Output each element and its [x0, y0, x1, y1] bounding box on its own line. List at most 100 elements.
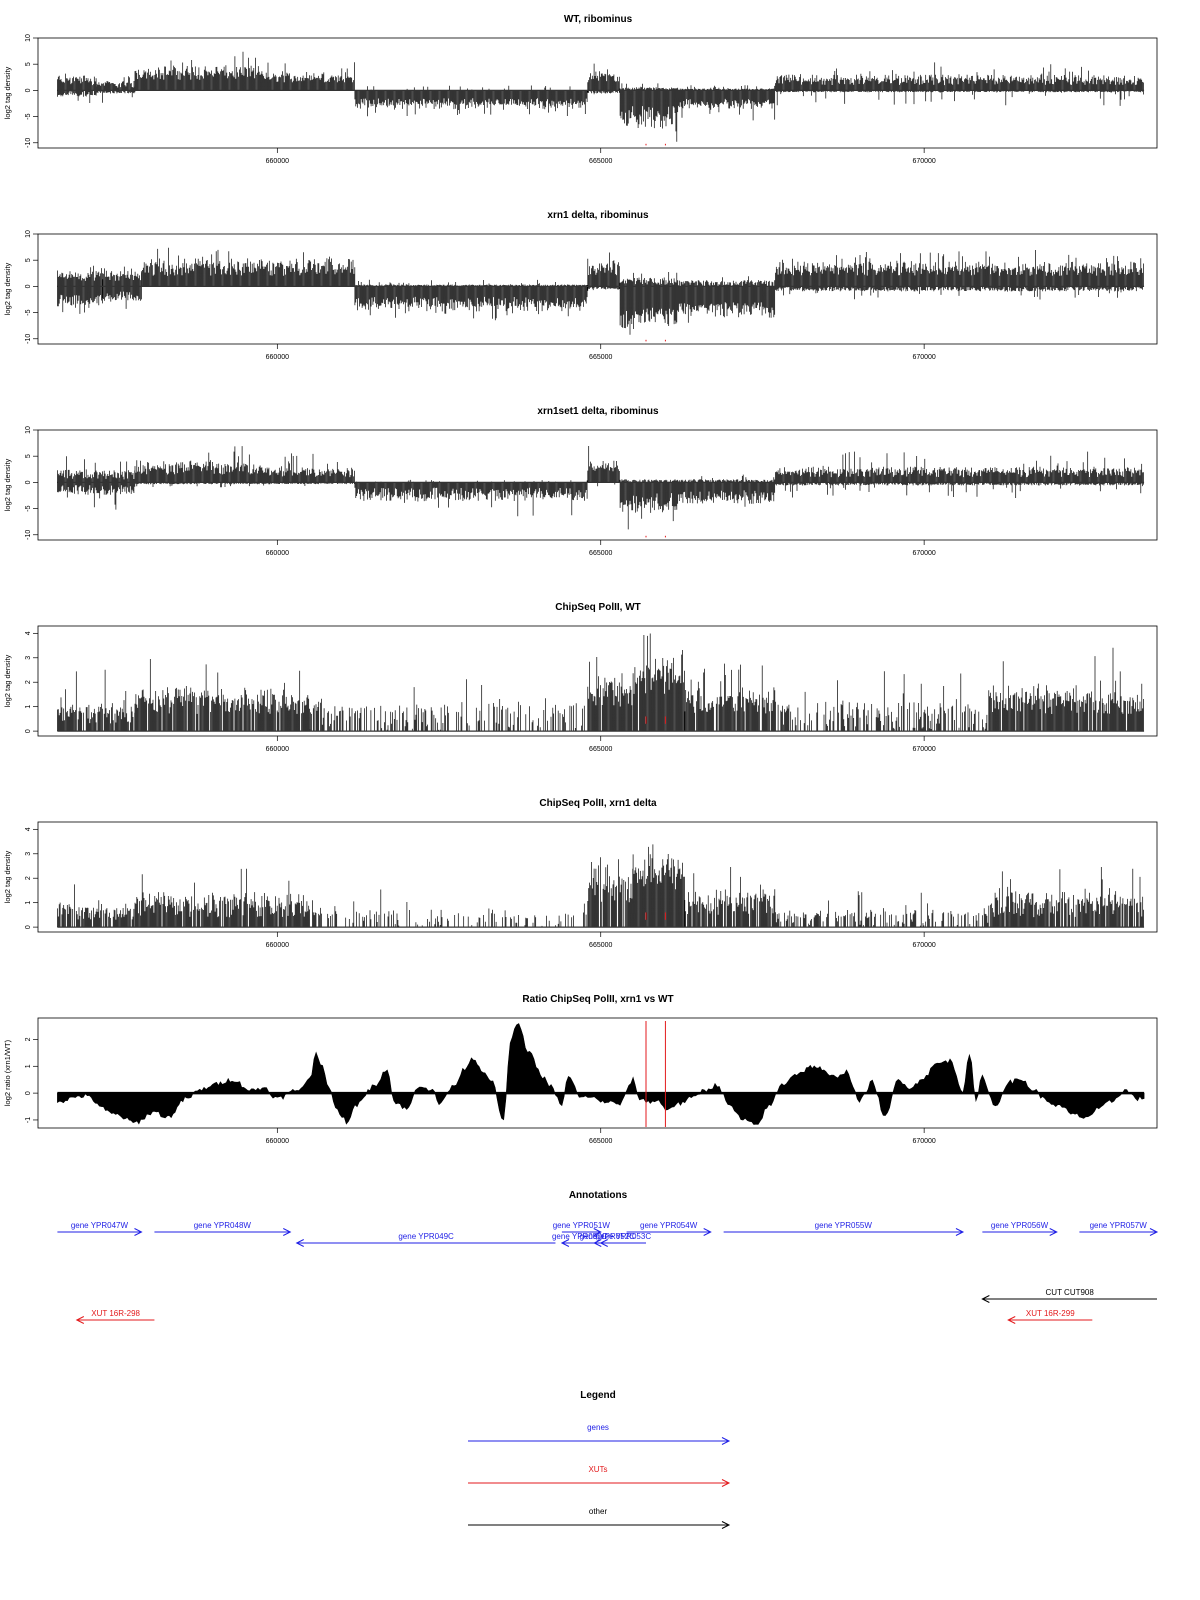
legend-item-xut: XUTs: [468, 1465, 731, 1487]
x-tick-label: 665000: [589, 158, 612, 165]
y-axis-label: log2 ratio (xrn1/WT): [3, 1039, 12, 1106]
annotation-label: gene YPR053C: [596, 1232, 652, 1241]
panel-p4: ChipSeq PolII, WT 0 1 2 3 4 log2 tag density 66…: [3, 602, 1158, 753]
y-tick-label: 2: [25, 680, 32, 684]
y-tick-label: -1: [25, 1117, 32, 1123]
x-tick-label: 665000: [589, 746, 612, 753]
signal-bars: [57, 247, 1144, 335]
plot-frame: [37, 821, 1158, 933]
arrow-head: [721, 1437, 731, 1445]
y-tick-label: 10: [25, 34, 32, 42]
gene-annotation: gene YPR055W: [723, 1221, 965, 1236]
data-layer: [57, 844, 1145, 928]
y-tick-label: 0: [25, 1091, 32, 1095]
panel-p2: xrn1 delta, ribominus 10 5 0 -5 -10 log2 tag d…: [3, 210, 1158, 361]
plot-frame: [37, 429, 1158, 541]
y-tick-label: -5: [25, 309, 32, 315]
signal-bars: [57, 844, 1144, 928]
panel-title: xrn1set1 delta, ribominus: [537, 406, 659, 417]
arrow-head: [560, 1239, 570, 1247]
annotations-title: Annotations: [569, 1190, 628, 1201]
y-tick-label: 2: [25, 1037, 32, 1041]
x-tick-label: 670000: [912, 1138, 935, 1145]
arrow-head: [134, 1228, 143, 1236]
panel-p1: WT, ribominus 10 5 0 -5 -10 log2 tag density 66…: [3, 14, 1158, 165]
y-tick-label: 0: [25, 729, 32, 733]
y-axis: 10 5 0 -5 -10 log2 tag density: [3, 230, 38, 344]
x-axis: 660000 665000 670000: [266, 736, 936, 753]
gene-annotation: gene YPR051W: [553, 1221, 610, 1236]
x-tick-label: 670000: [912, 746, 935, 753]
x-axis: 660000 665000 670000: [266, 932, 936, 949]
y-tick-label: 0: [25, 88, 32, 92]
annotation-label: gene YPR056W: [991, 1221, 1049, 1230]
annotations-track: Annotations gene YPR047W gene YPR048W gene …: [57, 1190, 1159, 1324]
annotation-label: gene YPR054W: [640, 1221, 698, 1230]
arrow-head: [955, 1228, 965, 1236]
other-annotation: CUT CUT908: [981, 1288, 1157, 1303]
data-layer: [57, 1023, 1145, 1125]
y-axis: 0 1 2 3 4 log2 tag density: [3, 631, 38, 733]
legend-label: other: [589, 1507, 608, 1516]
arrow-head: [721, 1521, 731, 1529]
ratio-area: [57, 1023, 1145, 1125]
x-tick-label: 670000: [912, 942, 935, 949]
arrow-head: [599, 1239, 608, 1247]
panel-p3: xrn1set1 delta, ribominus 10 5 0 -5 -10 log2 t…: [3, 406, 1158, 557]
y-tick-label: 10: [25, 230, 32, 238]
x-tick-label: 660000: [266, 550, 289, 557]
y-tick-label: 5: [25, 258, 32, 262]
gene-annotation: gene YPR047W: [57, 1221, 143, 1236]
data-layer: [57, 247, 1145, 335]
panel-title: ChipSeq PolII, xrn1 delta: [539, 798, 657, 809]
y-tick-label: 3: [25, 656, 32, 660]
plot-frame: [37, 37, 1158, 149]
x-axis: 660000 665000 670000: [266, 1128, 936, 1145]
annotation-label: CUT CUT908: [1046, 1288, 1095, 1297]
plot-frame: [37, 625, 1158, 737]
data-layer: [57, 51, 1145, 142]
y-tick-label: 0: [25, 480, 32, 484]
y-axis-label: log2 tag density: [3, 262, 12, 315]
arrow-head: [593, 1228, 602, 1236]
y-tick-label: 4: [25, 631, 32, 635]
y-tick-label: -5: [25, 505, 32, 511]
annotation-label: gene YPR055W: [815, 1221, 873, 1230]
x-tick-label: 660000: [266, 354, 289, 361]
signal-bars: [57, 633, 1144, 732]
y-tick-label: 0: [25, 925, 32, 929]
legend-label: genes: [587, 1423, 609, 1432]
y-tick-label: -10: [25, 530, 32, 540]
x-tick-label: 665000: [589, 354, 612, 361]
y-tick-label: -10: [25, 334, 32, 344]
legend-item-gene: genes: [468, 1423, 731, 1445]
signal-bars: [57, 51, 1144, 142]
y-tick-label: 3: [25, 852, 32, 856]
arrow-head: [1007, 1316, 1016, 1324]
panel-title: WT, ribominus: [564, 14, 633, 25]
arrow-head: [593, 1239, 602, 1247]
gene-annotation: gene YPR056W: [982, 1221, 1058, 1236]
annotation-label: XUT 16R-298: [91, 1309, 140, 1318]
x-tick-label: 670000: [912, 354, 935, 361]
y-tick-label: 5: [25, 454, 32, 458]
arrow-head: [1049, 1228, 1058, 1236]
gene-annotation: gene YPR057W: [1079, 1221, 1159, 1236]
annotation-label: gene YPR048W: [194, 1221, 252, 1230]
legend-title: Legend: [580, 1390, 616, 1401]
gene-annotation: gene YPR054W: [626, 1221, 712, 1236]
legend-label: XUTs: [588, 1465, 607, 1474]
gene-annotation: gene YPR048W: [154, 1221, 292, 1236]
y-axis: -1 0 1 2 log2 ratio (xrn1/WT): [3, 1037, 38, 1123]
y-axis-label: log2 tag density: [3, 850, 12, 903]
x-axis: 660000 665000 670000: [266, 148, 936, 165]
x-axis: 660000 665000 670000: [266, 344, 936, 361]
x-tick-label: 670000: [912, 158, 935, 165]
annotation-label: gene YPR049C: [398, 1232, 454, 1241]
y-tick-label: 2: [25, 876, 32, 880]
plot-frame: [37, 1017, 1158, 1129]
gene-annotation: gene YPR053C: [596, 1232, 652, 1247]
gene-annotation: gene YPR049C: [295, 1232, 556, 1247]
panel-title: Ratio ChipSeq PolII, xrn1 vs WT: [522, 994, 673, 1005]
